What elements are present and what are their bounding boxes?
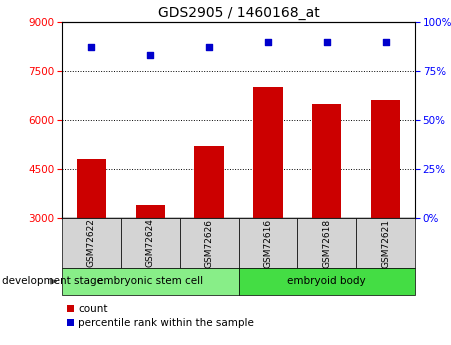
Bar: [239, 218, 297, 268]
Bar: [62, 268, 239, 295]
Bar: [312, 104, 341, 218]
Text: percentile rank within the sample: percentile rank within the sample: [78, 317, 254, 327]
Bar: [371, 100, 400, 218]
Text: GSM72624: GSM72624: [146, 219, 155, 267]
Point: [206, 45, 213, 50]
Bar: [67, 319, 74, 326]
Point: [323, 39, 331, 45]
Text: GSM72626: GSM72626: [205, 218, 214, 267]
Bar: [356, 218, 415, 268]
Text: count: count: [78, 304, 107, 314]
Point: [264, 39, 272, 45]
Text: embryoid body: embryoid body: [287, 276, 366, 286]
Text: embryonic stem cell: embryonic stem cell: [97, 276, 203, 286]
Point: [147, 52, 154, 58]
Text: GSM72618: GSM72618: [322, 218, 331, 268]
Point: [382, 39, 389, 45]
Bar: [121, 218, 179, 268]
Bar: [62, 218, 121, 268]
Text: development stage: development stage: [2, 276, 103, 286]
Bar: [67, 305, 74, 312]
Bar: [253, 87, 283, 218]
Text: GSM72621: GSM72621: [381, 218, 390, 267]
Bar: [297, 218, 356, 268]
Text: GSM72616: GSM72616: [263, 218, 272, 268]
Bar: [136, 205, 165, 218]
Bar: [77, 159, 106, 218]
Text: GSM72622: GSM72622: [87, 219, 96, 267]
Bar: [194, 146, 224, 218]
Bar: [179, 218, 239, 268]
Bar: [239, 268, 415, 295]
Title: GDS2905 / 1460168_at: GDS2905 / 1460168_at: [158, 6, 319, 20]
Point: [88, 45, 95, 50]
